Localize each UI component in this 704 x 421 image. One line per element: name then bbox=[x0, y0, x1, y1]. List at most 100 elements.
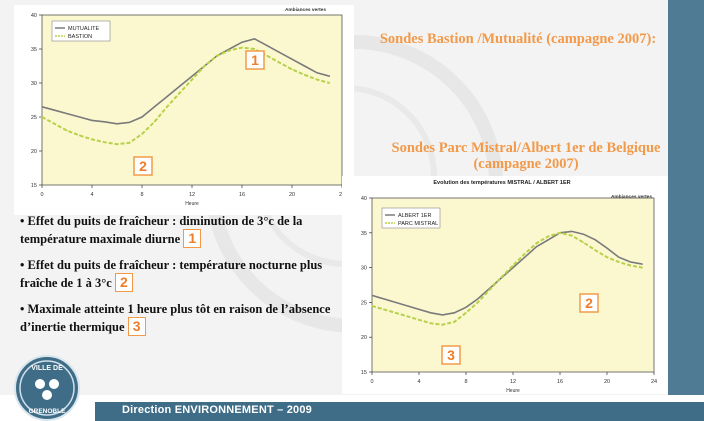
data-point bbox=[41, 106, 43, 108]
data-point bbox=[216, 55, 218, 57]
data-point bbox=[430, 312, 432, 314]
badge-2: 2 bbox=[114, 273, 133, 292]
title-mistral-albert: Sondes Parc Mistral/Albert 1er de Belgiq… bbox=[391, 140, 661, 172]
legend-label: PARC MISTRAL bbox=[398, 221, 438, 227]
data-point bbox=[394, 312, 397, 314]
x-tick-label: 12 bbox=[510, 379, 516, 385]
data-point bbox=[328, 82, 331, 84]
annotation-label: 2 bbox=[585, 295, 593, 311]
y-tick-label: 25 bbox=[361, 300, 367, 306]
data-point bbox=[166, 96, 168, 98]
data-point bbox=[328, 75, 331, 77]
data-point bbox=[430, 322, 432, 324]
data-point bbox=[203, 65, 206, 67]
legend-label: MUTUALITE bbox=[68, 26, 100, 32]
data-point bbox=[629, 261, 632, 263]
footer-bar bbox=[95, 402, 704, 421]
bullet-item-2: • Effet du puits de fraîcheur : températ… bbox=[20, 258, 340, 292]
badge-3: 3 bbox=[127, 317, 146, 336]
data-point bbox=[191, 75, 193, 77]
right-accent-band bbox=[668, 0, 704, 421]
data-point bbox=[291, 58, 293, 60]
data-point bbox=[66, 130, 68, 132]
x-tick-label: 8 bbox=[464, 379, 467, 385]
series-line-1 bbox=[371, 231, 643, 326]
y-tick-label: 20 bbox=[361, 335, 367, 341]
y-tick-label: 15 bbox=[31, 183, 37, 189]
y-tick-label: 30 bbox=[31, 81, 37, 87]
data-point bbox=[394, 301, 397, 303]
data-point bbox=[441, 314, 444, 316]
data-point bbox=[582, 241, 585, 244]
x-tick-label: 20 bbox=[289, 192, 295, 198]
data-point bbox=[571, 234, 573, 237]
data-point bbox=[153, 106, 156, 108]
data-point bbox=[128, 121, 131, 124]
data-point bbox=[178, 85, 181, 87]
data-point bbox=[535, 246, 538, 248]
data-point bbox=[371, 305, 373, 307]
data-point bbox=[606, 256, 608, 258]
data-point bbox=[418, 308, 420, 310]
data-point bbox=[103, 141, 106, 143]
y-tick-label: 35 bbox=[361, 231, 367, 237]
data-point bbox=[228, 49, 231, 51]
annotation-box bbox=[133, 156, 153, 176]
data-point bbox=[103, 121, 106, 123]
x-axis-label: Heure bbox=[185, 201, 199, 207]
data-point bbox=[253, 48, 256, 50]
data-point bbox=[228, 48, 231, 50]
data-point bbox=[571, 230, 573, 233]
y-tick-label: 20 bbox=[31, 149, 37, 155]
chart-subtitle: Ambiances vertes bbox=[611, 194, 652, 200]
series-line-0 bbox=[41, 37, 330, 125]
data-point bbox=[629, 264, 632, 267]
data-point bbox=[78, 116, 81, 118]
data-point bbox=[316, 79, 318, 81]
data-point bbox=[303, 65, 306, 67]
data-point bbox=[153, 121, 156, 123]
x-tick-label: 20 bbox=[604, 379, 610, 385]
title-bastion-mutualite: Sondes Bastion /Mutualité (campagne 2007… bbox=[379, 31, 657, 47]
data-point bbox=[535, 242, 538, 244]
data-point bbox=[371, 294, 373, 297]
legend-box bbox=[51, 20, 111, 42]
data-point bbox=[512, 267, 514, 269]
data-point bbox=[166, 106, 168, 108]
annotation-box bbox=[441, 345, 461, 365]
data-point bbox=[406, 315, 408, 317]
data-point bbox=[547, 239, 549, 241]
data-point bbox=[253, 38, 256, 40]
x-tick-label: 16 bbox=[557, 379, 563, 385]
annotation-box bbox=[579, 293, 599, 313]
data-point bbox=[453, 321, 455, 323]
annotation-label: 1 bbox=[251, 52, 259, 68]
bullet-item-1: • Effet du puits de fraîcheur : diminuti… bbox=[20, 214, 340, 248]
y-tick-label: 40 bbox=[31, 13, 37, 19]
y-tick-label: 40 bbox=[361, 196, 367, 202]
bullet-list: • Effet du puits de fraîcheur : diminuti… bbox=[20, 214, 340, 346]
data-point bbox=[278, 62, 281, 64]
data-point bbox=[441, 324, 444, 326]
data-point bbox=[53, 123, 56, 125]
data-point bbox=[241, 47, 243, 49]
data-point bbox=[91, 138, 93, 141]
data-point bbox=[465, 306, 467, 308]
data-point bbox=[266, 45, 268, 47]
data-point bbox=[291, 68, 293, 70]
logo-text-bottom: GRENOBLE bbox=[29, 408, 67, 415]
legend-label: BASTION bbox=[68, 34, 92, 40]
bullet-item-3: • Maximale atteinte 1 heure plus tôt en … bbox=[20, 302, 340, 336]
chart-mutualite-bastion: 04812162024152025303540HeureAmbiances ve… bbox=[14, 5, 354, 215]
chart-title: Evolution des températures MISTRAL / ALB… bbox=[433, 180, 570, 186]
data-point bbox=[128, 142, 131, 144]
data-point bbox=[241, 41, 243, 43]
data-point bbox=[91, 119, 93, 121]
bullet-text: • Maximale atteinte 1 heure plus tôt en … bbox=[20, 302, 331, 334]
plot-area bbox=[41, 14, 343, 186]
data-point bbox=[53, 109, 56, 111]
x-tick-label: 0 bbox=[40, 192, 43, 198]
y-tick-label: 35 bbox=[31, 47, 37, 53]
data-point bbox=[116, 123, 118, 125]
data-point bbox=[618, 261, 620, 263]
